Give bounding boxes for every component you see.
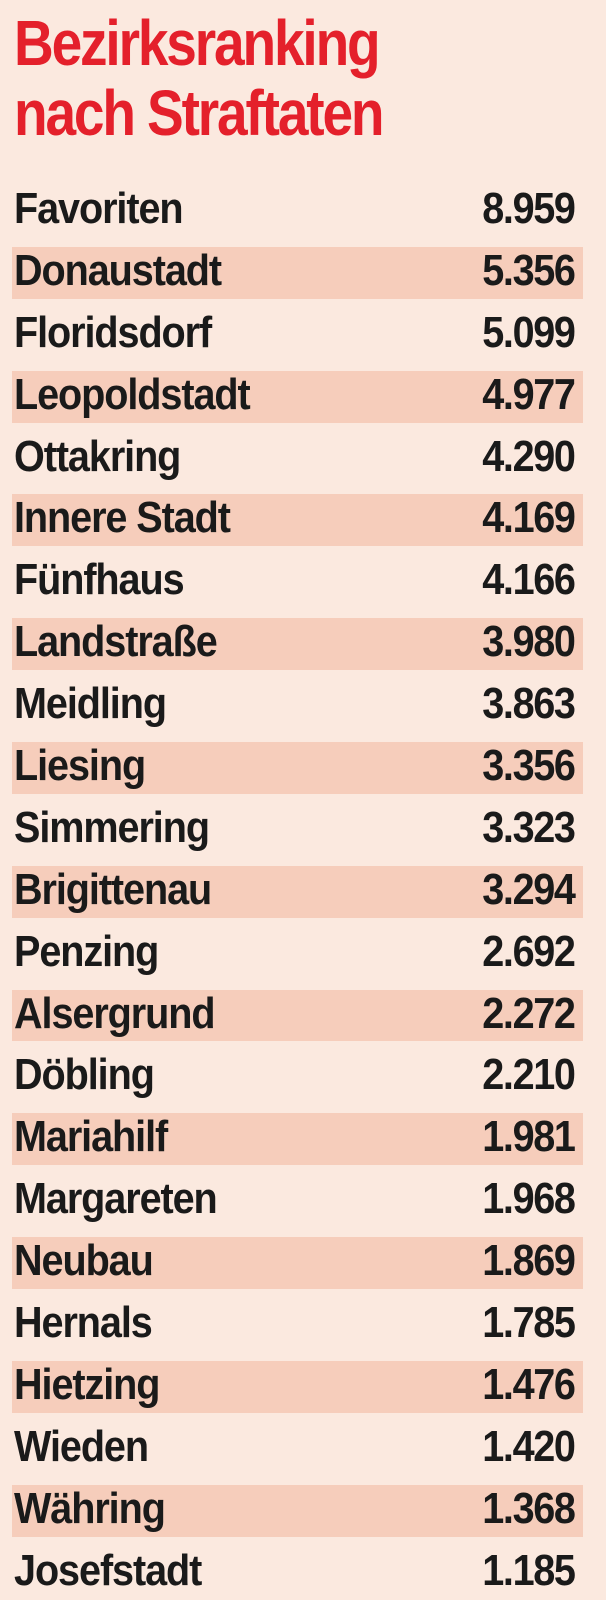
- title-line-1: Bezirksranking: [14, 7, 381, 79]
- table-row: Margareten 1.968: [12, 1167, 583, 1229]
- offense-count: 3.294: [482, 864, 577, 914]
- offense-count: 1.785: [482, 1298, 577, 1348]
- table-row: Meidling 3.863: [12, 672, 583, 734]
- offense-count: 2.210: [482, 1050, 577, 1100]
- offense-count: 4.169: [482, 493, 577, 543]
- offense-count: 1.185: [482, 1545, 577, 1595]
- district-name: Donaustadt: [14, 245, 222, 295]
- table-row: Leopoldstadt 4.977: [12, 363, 583, 425]
- offense-count: 3.980: [482, 617, 577, 667]
- district-name: Mariahilf: [14, 1112, 168, 1162]
- offense-count: 1.968: [482, 1174, 577, 1224]
- table-row: Simmering 3.323: [12, 796, 583, 858]
- district-name: Hietzing: [14, 1359, 160, 1409]
- district-name: Floridsdorf: [14, 307, 212, 357]
- ranking-table: Favoriten 8.959 Donaustadt 5.356 Floridsdorf…: [12, 177, 583, 1600]
- table-row: Liesing 3.356: [12, 734, 583, 796]
- offense-count: 2.692: [482, 926, 577, 976]
- district-name: Innere Stadt: [14, 493, 231, 543]
- table-row: Brigittenau 3.294: [12, 858, 583, 920]
- district-name: Leopoldstadt: [14, 369, 251, 419]
- title-line-2: nach Straftaten: [14, 77, 385, 149]
- district-name: Favoriten: [14, 184, 184, 233]
- chart-title: Bezirksranking nach Straftaten: [14, 8, 513, 148]
- district-name: Wieden: [14, 1421, 149, 1471]
- table-row: Hietzing 1.476: [12, 1353, 583, 1415]
- district-name: Döbling: [14, 1050, 155, 1100]
- table-row: Ottakring 4.290: [12, 425, 583, 487]
- offense-count: 3.863: [482, 679, 577, 729]
- offense-count: 4.166: [482, 555, 577, 605]
- offense-count: 5.356: [482, 245, 577, 295]
- district-name: Meidling: [14, 679, 167, 729]
- district-name: Penzing: [14, 926, 159, 976]
- district-name: Landstraße: [14, 617, 218, 667]
- offense-count: 1.476: [482, 1359, 577, 1409]
- table-row: Josefstadt 1.185: [12, 1539, 583, 1600]
- offense-count: 8.959: [482, 184, 577, 233]
- district-name: Hernals: [14, 1298, 153, 1348]
- table-row: Hernals 1.785: [12, 1291, 583, 1353]
- offense-count: 3.356: [482, 741, 577, 791]
- offense-count: 1.420: [482, 1421, 577, 1471]
- district-name: Josefstadt: [14, 1545, 202, 1595]
- table-row: Donaustadt 5.356: [12, 239, 583, 301]
- table-row: Fünfhaus 4.166: [12, 548, 583, 610]
- table-row: Innere Stadt 4.169: [12, 486, 583, 548]
- table-row: Neubau 1.869: [12, 1229, 583, 1291]
- offense-count: 2.272: [482, 988, 577, 1038]
- district-name: Ottakring: [14, 431, 181, 481]
- offense-count: 1.869: [482, 1236, 577, 1286]
- table-row: Wieden 1.420: [12, 1415, 583, 1477]
- table-row: Mariahilf 1.981: [12, 1105, 583, 1167]
- district-name: Neubau: [14, 1236, 154, 1286]
- district-name: Fünfhaus: [14, 555, 185, 605]
- table-row: Favoriten 8.959: [12, 177, 583, 239]
- table-row: Penzing 2.692: [12, 920, 583, 982]
- district-name: Währing: [14, 1483, 166, 1533]
- offense-count: 4.977: [482, 369, 577, 419]
- offense-count: 5.099: [482, 307, 577, 357]
- table-row: Währing 1.368: [12, 1477, 583, 1539]
- offense-count: 1.368: [482, 1483, 577, 1533]
- district-name: Liesing: [14, 741, 146, 791]
- offense-count: 4.290: [482, 431, 577, 481]
- district-name: Margareten: [14, 1174, 218, 1224]
- table-row: Floridsdorf 5.099: [12, 301, 583, 363]
- table-row: Döbling 2.210: [12, 1043, 583, 1105]
- offense-count: 3.323: [482, 802, 577, 852]
- district-name: Brigittenau: [14, 864, 212, 914]
- district-name: Alsergrund: [14, 988, 216, 1038]
- table-row: Landstraße 3.980: [12, 610, 583, 672]
- district-name: Simmering: [14, 802, 210, 852]
- offense-count: 1.981: [482, 1112, 577, 1162]
- table-row: Alsergrund 2.272: [12, 982, 583, 1044]
